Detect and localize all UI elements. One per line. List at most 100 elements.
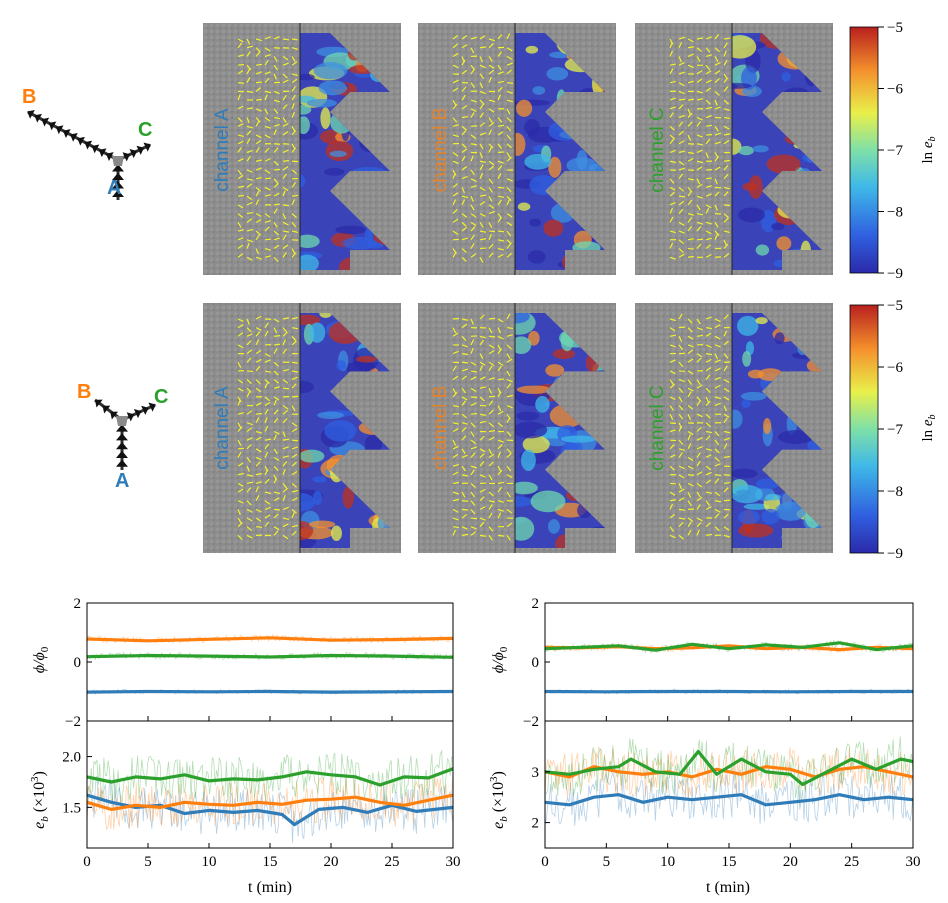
arm-b-chevron bbox=[106, 152, 114, 161]
panel-row2-channel-b: channel B bbox=[430, 386, 451, 471]
plot-frame bbox=[544, 602, 914, 722]
colorbar-top-tick-label: −7 bbox=[887, 143, 903, 159]
x-tick-label: 5 bbox=[603, 854, 611, 870]
x-tick-label: 25 bbox=[844, 854, 859, 870]
y-tick-label: −2 bbox=[65, 714, 81, 730]
diagram1-label-a: A bbox=[107, 177, 121, 199]
left-xlabel: t (min) bbox=[248, 879, 292, 896]
x-tick-label: 5 bbox=[144, 854, 152, 870]
panel-row2-channel-a: channel A bbox=[212, 386, 233, 470]
panel-r2-0 bbox=[203, 303, 401, 553]
series-line-C bbox=[86, 653, 454, 659]
arm-a-chevron bbox=[116, 459, 128, 467]
junction-diagram-top bbox=[27, 109, 152, 200]
arm-b-chevron bbox=[110, 411, 119, 420]
arm-b-chevron bbox=[70, 132, 78, 142]
arm-c-chevron bbox=[141, 405, 149, 415]
arm-c-chevron bbox=[136, 145, 145, 155]
y-tick-label: 2 bbox=[532, 596, 540, 612]
colorbar-top-gradient bbox=[849, 26, 879, 274]
arm-b-chevron bbox=[48, 121, 57, 131]
left-top-ylabel: ϕ/ϕ0 bbox=[31, 646, 51, 673]
arm-c-chevron bbox=[129, 149, 138, 159]
raw-trace-B bbox=[86, 774, 454, 830]
x-tick-label: 20 bbox=[783, 854, 798, 870]
diagram2-label-a: A bbox=[115, 470, 129, 492]
y-tick-label: 2 bbox=[532, 816, 540, 832]
colorbar-top: −5 −6 −7 −8 −9 ln eb bbox=[849, 20, 938, 282]
arm-c-chevron bbox=[133, 408, 142, 419]
flow-arrows bbox=[237, 36, 299, 263]
junction-center bbox=[112, 156, 124, 166]
arm-b-chevron bbox=[94, 399, 103, 408]
arm-a-chevron bbox=[112, 189, 124, 197]
x-tick-label: 10 bbox=[660, 854, 675, 870]
arm-b-chevron bbox=[63, 129, 71, 138]
arm-a-chevron bbox=[116, 450, 128, 458]
chart-left-top: −2 0 2 bbox=[65, 596, 454, 730]
panel-r1-1 bbox=[418, 23, 616, 275]
arm-c-chevron bbox=[122, 152, 131, 162]
y-tick-label: 2 bbox=[74, 596, 82, 612]
flow-arrows bbox=[237, 315, 299, 541]
right-xlabel: t (min) bbox=[706, 879, 750, 896]
raw-trace-C bbox=[544, 736, 914, 805]
series-line-B bbox=[86, 793, 454, 811]
panel-row1-channel-b: channel B bbox=[430, 108, 451, 193]
flow-arrows bbox=[452, 313, 514, 541]
x-tick-label: 30 bbox=[906, 854, 921, 870]
colorbar-bottom-tick-label: −8 bbox=[887, 484, 903, 500]
arm-a-chevron bbox=[112, 172, 124, 180]
image-panels bbox=[203, 23, 833, 553]
arm-b-chevron bbox=[27, 109, 35, 119]
panel-r2-1 bbox=[418, 303, 616, 553]
x-tick-label: 30 bbox=[446, 854, 461, 870]
y-tick-label: 0 bbox=[532, 655, 540, 671]
y-tick-label: 1.5 bbox=[62, 800, 81, 816]
x-tick-label: 0 bbox=[541, 854, 549, 870]
arm-b-chevron bbox=[98, 148, 107, 158]
x-tick-label: 20 bbox=[324, 854, 339, 870]
arm-a-chevron bbox=[112, 164, 124, 172]
flow-arrows bbox=[669, 313, 731, 540]
series-line-C bbox=[544, 641, 914, 652]
arm-a-chevron bbox=[116, 433, 128, 441]
arm-b-chevron bbox=[55, 125, 64, 135]
series-line-C bbox=[86, 767, 454, 787]
y-tick-label: 2.0 bbox=[62, 750, 81, 766]
x-tick-label: 25 bbox=[385, 854, 400, 870]
diagram1-label-b: B bbox=[22, 86, 36, 108]
flow-arrows bbox=[669, 33, 731, 260]
arm-a-chevron bbox=[116, 442, 128, 450]
flow-arrows bbox=[452, 33, 514, 263]
arm-a-chevron bbox=[116, 424, 128, 432]
x-tick-label: 10 bbox=[202, 854, 217, 870]
colorbar-bottom-tick-label: −9 bbox=[887, 546, 903, 562]
colorbar-bottom-tick-label: −5 bbox=[887, 298, 903, 314]
diagram1-label-c: C bbox=[138, 119, 152, 141]
left-bottom-ylabel: eb (×103) bbox=[29, 771, 51, 829]
arm-b-chevron bbox=[77, 136, 85, 146]
y-tick-label: 0 bbox=[74, 655, 82, 671]
colorbar-top-label: ln eb bbox=[920, 136, 938, 163]
colorbar-bottom-label: ln eb bbox=[920, 414, 938, 441]
series-line-B bbox=[86, 636, 454, 643]
colorbar-top-tick-label: −5 bbox=[887, 20, 903, 36]
x-tick-label: 15 bbox=[722, 854, 737, 870]
y-tick-label: −2 bbox=[523, 714, 539, 730]
arm-a-chevron bbox=[112, 181, 124, 189]
raw-trace-B bbox=[544, 746, 914, 799]
junction-diagram-bottom bbox=[94, 398, 156, 470]
colorbar-bottom-tick-label: −6 bbox=[887, 360, 903, 376]
panel-row2-channel-c: channel C bbox=[647, 385, 668, 471]
arm-c-chevron bbox=[148, 402, 156, 412]
raw-trace-A bbox=[544, 771, 914, 826]
chart-right-bottom: 230 5 10 15 20 25 30 bbox=[532, 720, 921, 870]
colorbar-top-tick-label: −6 bbox=[887, 82, 903, 98]
panel-row1-channel-c: channel C bbox=[647, 107, 668, 193]
series-line-A bbox=[86, 689, 454, 694]
arm-b-chevron bbox=[41, 117, 50, 127]
panel-r2-2 bbox=[635, 303, 833, 553]
plot-frame bbox=[86, 602, 454, 722]
